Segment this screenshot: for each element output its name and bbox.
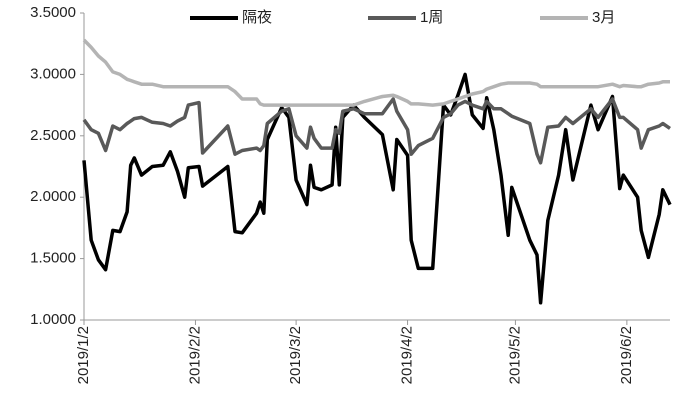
y-tick-label: 3.5000 bbox=[30, 4, 76, 21]
x-tick-label: 2019/2/2 bbox=[186, 326, 203, 384]
series-line bbox=[82, 97, 671, 165]
y-tick-label: 2.5000 bbox=[30, 127, 76, 144]
x-tick-label: 2019/4/2 bbox=[399, 326, 416, 384]
y-tick-label: 2.0000 bbox=[30, 188, 76, 205]
legend-label: 隔夜 bbox=[242, 9, 272, 26]
legend-label: 3月 bbox=[592, 9, 615, 26]
x-tick-label: 2019/6/2 bbox=[618, 326, 635, 384]
y-tick-label: 1.0000 bbox=[30, 311, 76, 328]
y-tick-label: 3.0000 bbox=[30, 65, 76, 82]
x-tick-label: 2019/3/2 bbox=[287, 326, 304, 384]
series-line bbox=[82, 38, 670, 107]
x-tick-label: 2019/5/2 bbox=[506, 326, 523, 384]
x-tick-label: 2019/1/2 bbox=[75, 326, 92, 384]
y-tick-label: 1.5000 bbox=[30, 250, 76, 267]
series-line bbox=[82, 72, 672, 305]
legend-label: 1周 bbox=[420, 9, 443, 26]
